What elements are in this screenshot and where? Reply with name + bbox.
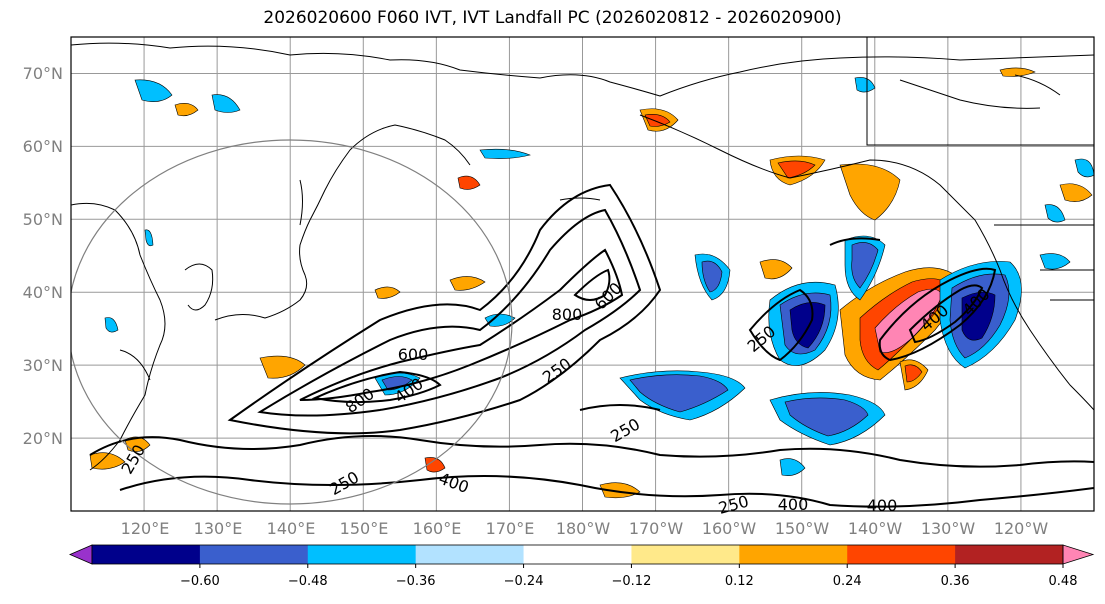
lat-label: 40°N [23,283,63,302]
coastlines [71,37,1094,471]
colorbar-segment [847,545,956,564]
colorbar-segment [739,545,848,564]
colorbar-segment [631,545,740,564]
colorbar-segment [92,545,201,564]
colorbar-tick-label: 0.36 [941,574,970,589]
lon-label: 160°W [702,519,757,538]
colorbar-tick-label: 0.48 [1049,574,1078,589]
colorbar-tick-label: 0.12 [725,574,754,589]
lon-label: 140°E [267,519,316,538]
colorbar-segment [307,545,417,564]
lon-label: 170°W [629,519,684,538]
colorbar-tick-label: −0.48 [288,574,328,589]
longitude-labels: 120°E 130°E 140°E 150°E 160°E 170°E 180°… [121,519,1049,538]
colorbar-segment [199,545,309,564]
lon-label: 130°W [921,519,976,538]
positive-anomaly-shading [89,67,1093,499]
colorbar-extend-low [68,544,93,565]
colorbar-segment [523,545,632,564]
lon-label: 120°W [994,519,1049,538]
map-title: 2026020600 F060 IVT, IVT Landfall PC (20… [263,8,842,28]
colorbar-tick-label: −0.36 [396,574,436,589]
map-frame [70,36,1095,512]
colorbar-tick-label: −0.24 [504,574,544,589]
lon-label: 150°E [340,519,389,538]
contour-label: 600 [398,345,429,364]
lat-label: 60°N [23,137,63,156]
lon-label: 160°E [413,519,462,538]
lat-label: 30°N [23,356,63,375]
colorbar-extend-high [1062,544,1095,565]
lon-label: 170°E [486,519,535,538]
lat-label: 50°N [23,210,63,229]
colorbar-tick-label: −0.60 [180,574,220,589]
contour-label: 400 [867,496,898,515]
lon-label: 180°W [556,519,611,538]
lat-label: 70°N [23,64,63,83]
latitude-labels: 70°N 60°N 50°N 40°N 30°N 20°N [23,64,63,448]
ivt-contours [89,183,1094,508]
lon-label: 130°E [194,519,243,538]
colorbar-tick-label: 0.24 [833,574,862,589]
map-content [71,37,1094,511]
negative-anomaly-shading [104,77,1094,476]
region-circle [71,139,513,505]
lat-label: 20°N [23,429,63,448]
colorbar: −0.60 −0.48 −0.36 −0.24 −0.12 0.12 0.24 0.36 0.4… [68,544,1095,589]
lon-label: 140°W [848,519,903,538]
colorbar-segment [415,545,525,564]
colorbar-segment [955,545,1064,564]
lon-label: 150°W [775,519,830,538]
contour-label: 400 [778,495,809,514]
graticule [71,37,1094,511]
colorbar-tick-label: −0.12 [612,574,652,589]
colorbar-border [91,544,1064,565]
contour-label: 800 [552,305,583,324]
lon-label: 120°E [121,519,170,538]
